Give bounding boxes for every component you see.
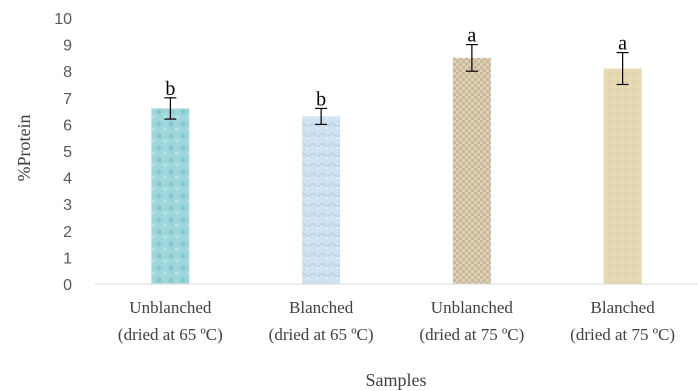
bar bbox=[302, 116, 341, 284]
x-tick-label: Unblanched bbox=[129, 298, 212, 317]
y-tick-label: 10 bbox=[54, 11, 72, 28]
x-axis-title: Samples bbox=[366, 370, 427, 390]
y-axis-title: %Protein bbox=[14, 115, 34, 182]
bar bbox=[603, 68, 642, 284]
y-tick-label: 0 bbox=[63, 277, 72, 294]
significance-label: b bbox=[316, 88, 326, 110]
x-tick-label: Blanched bbox=[591, 298, 656, 317]
y-tick-label: 9 bbox=[63, 38, 72, 55]
error-bar bbox=[164, 97, 177, 120]
y-tick-label: 2 bbox=[63, 224, 72, 241]
x-tick-label: Blanched bbox=[289, 298, 354, 317]
significance-label: b bbox=[165, 78, 175, 100]
x-tick-label: (dried at 75 ºC) bbox=[419, 325, 524, 344]
x-tick-label: (dried at 75 ºC) bbox=[570, 325, 675, 344]
x-tick-label: Unblanched bbox=[431, 298, 514, 317]
bar bbox=[151, 108, 190, 284]
y-tick-label: 4 bbox=[63, 171, 72, 188]
y-tick-label: 6 bbox=[63, 117, 72, 134]
error-bar bbox=[616, 51, 629, 86]
y-tick-label: 8 bbox=[63, 64, 72, 81]
error-bar bbox=[315, 107, 328, 126]
error-bar bbox=[465, 43, 478, 72]
x-tick-label: (dried at 65 ºC) bbox=[118, 325, 223, 344]
significance-label: a bbox=[618, 33, 627, 55]
y-tick-label: 7 bbox=[63, 91, 72, 108]
significance-label: a bbox=[467, 25, 476, 47]
x-tick-label: (dried at 65 ºC) bbox=[269, 325, 374, 344]
bar bbox=[452, 57, 491, 285]
y-tick-label: 1 bbox=[63, 250, 72, 267]
y-tick-label: 5 bbox=[63, 144, 72, 161]
y-tick-label: 3 bbox=[63, 197, 72, 214]
